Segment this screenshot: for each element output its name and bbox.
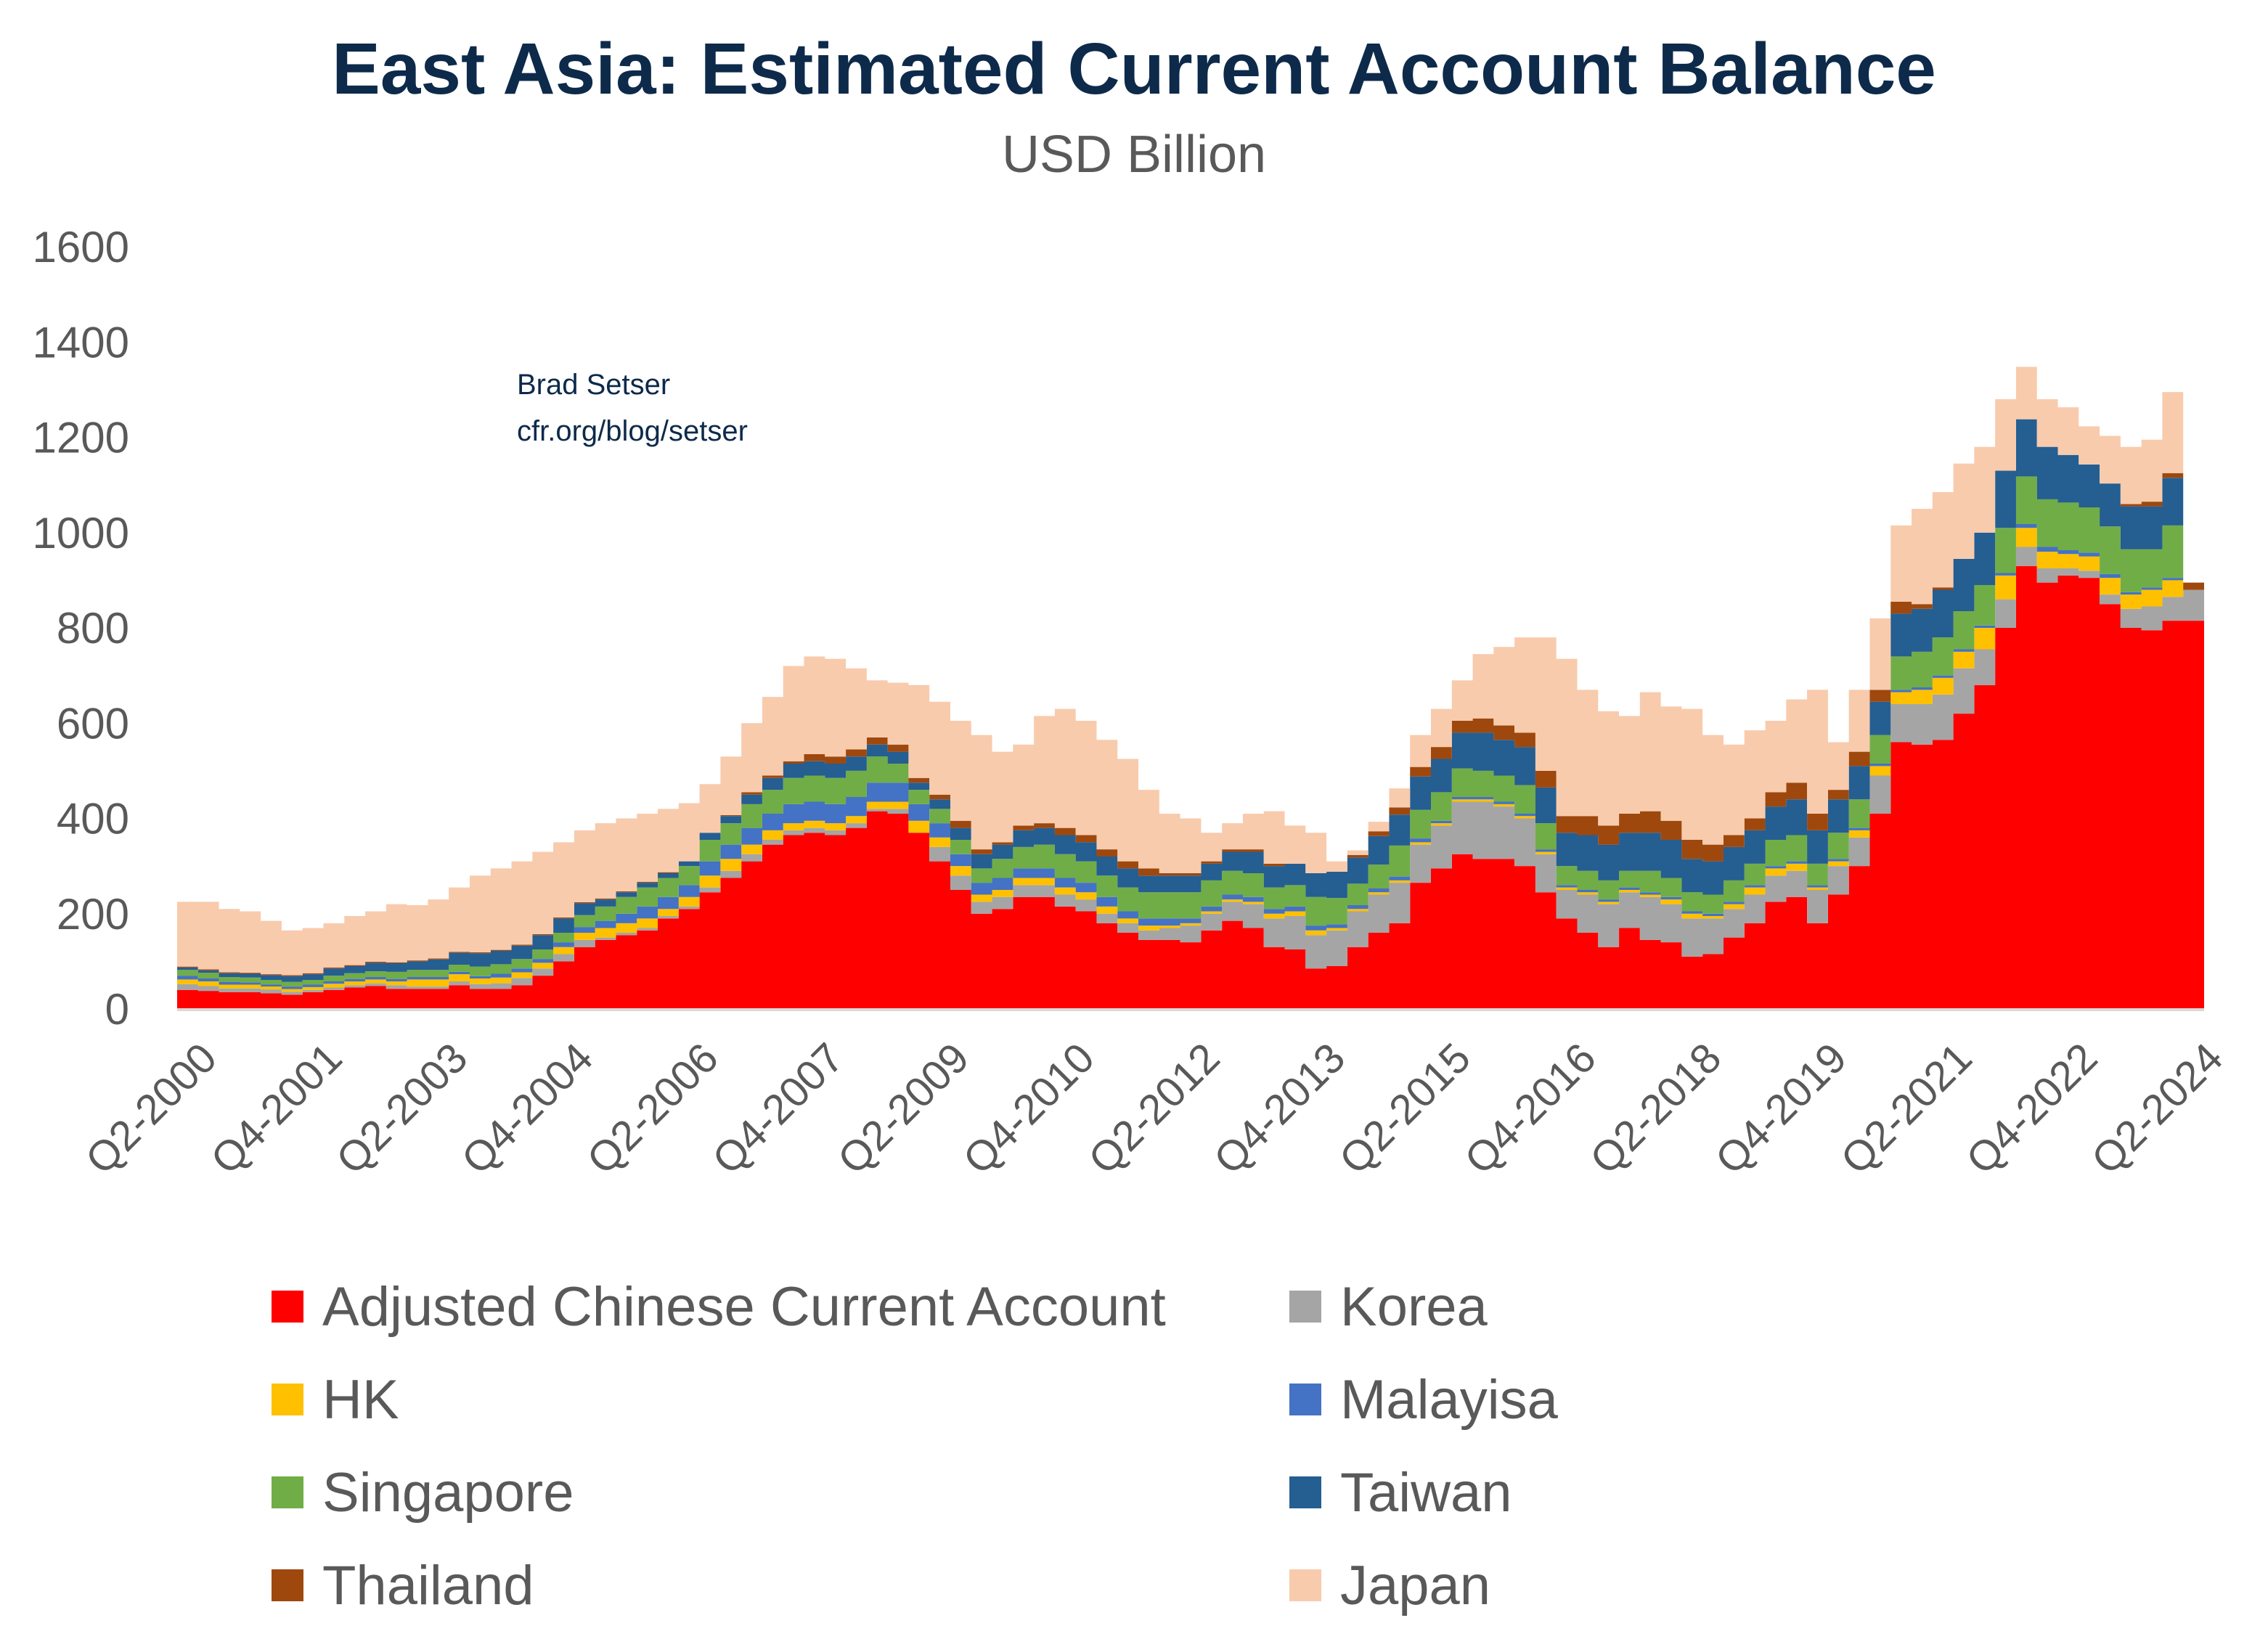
- x-tick-label: Q2-2009: [829, 1034, 979, 1184]
- legend-swatch: [1289, 1384, 1321, 1415]
- legend-item: Adjusted Chinese Current Account: [272, 1275, 1166, 1338]
- x-tick-label: Q2-2003: [327, 1034, 477, 1184]
- legend-item: HK: [272, 1368, 399, 1431]
- legend-item: Japan: [1289, 1554, 1491, 1617]
- legend-item: Singapore: [272, 1461, 574, 1524]
- x-tick-label: Q4-2019: [1707, 1034, 1856, 1184]
- x-tick-label: Q4-2013: [1205, 1034, 1355, 1184]
- legend-swatch: [272, 1569, 303, 1601]
- legend-swatch: [272, 1291, 303, 1323]
- x-tick-label: Q2-2000: [76, 1034, 226, 1184]
- legend-item: Thailand: [272, 1554, 534, 1617]
- annotation-author: Brad Setser: [517, 369, 670, 401]
- y-tick-label: 1200: [33, 414, 129, 462]
- legend-swatch: [272, 1384, 303, 1415]
- chart-title: East Asia: Estimated Current Account Bal…: [332, 28, 1936, 110]
- legend-swatch: [1289, 1569, 1321, 1601]
- series-area-japan: [177, 367, 2204, 976]
- legend-swatch: [272, 1476, 303, 1508]
- y-tick-label: 600: [57, 699, 129, 748]
- x-tick-label: Q4-2010: [954, 1034, 1104, 1184]
- x-tick-label: Q4-2016: [1456, 1034, 1605, 1184]
- x-tick-label: Q4-2004: [453, 1034, 603, 1184]
- chart-subtitle: USD Billion: [1001, 126, 1267, 184]
- x-tick-label: Q2-2018: [1581, 1034, 1731, 1184]
- x-axis-ticks: Q2-2000Q4-2001Q2-2003Q4-2004Q2-2006Q4-20…: [76, 1034, 2232, 1184]
- y-tick-label: 1400: [33, 318, 129, 367]
- legend-item: Taiwan: [1289, 1461, 1512, 1524]
- y-tick-label: 400: [57, 795, 129, 843]
- annotation-source: cfr.org/blog/setser: [517, 415, 748, 447]
- legend-label: Malayisa: [1340, 1368, 1558, 1431]
- y-axis-ticks: 0 200 400 600 800 1000 1200 1400 1600: [33, 223, 129, 1034]
- y-tick-label: 200: [57, 890, 129, 939]
- x-tick-label: Q2-2006: [578, 1034, 727, 1184]
- y-tick-label: 1000: [33, 509, 129, 557]
- y-tick-label: 800: [57, 604, 129, 653]
- series-areas: [177, 367, 2204, 1009]
- legend-label: Japan: [1340, 1554, 1491, 1617]
- x-tick-label: Q4-2001: [202, 1034, 351, 1184]
- y-tick-label: 1600: [33, 223, 129, 271]
- legend-label: Singapore: [322, 1461, 574, 1524]
- legend-swatch: [1289, 1476, 1321, 1508]
- legend-label: Korea: [1340, 1275, 1488, 1338]
- series-area-taiwan: [177, 419, 2204, 982]
- legend-label: Adjusted Chinese Current Account: [322, 1275, 1166, 1338]
- legend-swatch: [1289, 1291, 1321, 1323]
- x-tick-label: Q2-2012: [1080, 1034, 1229, 1184]
- x-tick-label: Q4-2022: [1957, 1034, 2107, 1184]
- legend-label: Thailand: [322, 1554, 534, 1617]
- x-tick-label: Q2-2021: [1832, 1034, 1981, 1184]
- x-tick-label: Q2-2015: [1330, 1034, 1480, 1184]
- legend-label: HK: [322, 1368, 399, 1431]
- x-tick-label: Q4-2007: [703, 1034, 853, 1184]
- legend-label: Taiwan: [1340, 1461, 1512, 1524]
- y-tick-label: 0: [105, 985, 129, 1034]
- legend-item: Malayisa: [1289, 1368, 1558, 1431]
- legend-item: Korea: [1289, 1275, 1488, 1338]
- series-area-adjusted-chinese-current-account: [177, 565, 2204, 1009]
- x-tick-label: Q2-2024: [2083, 1034, 2232, 1184]
